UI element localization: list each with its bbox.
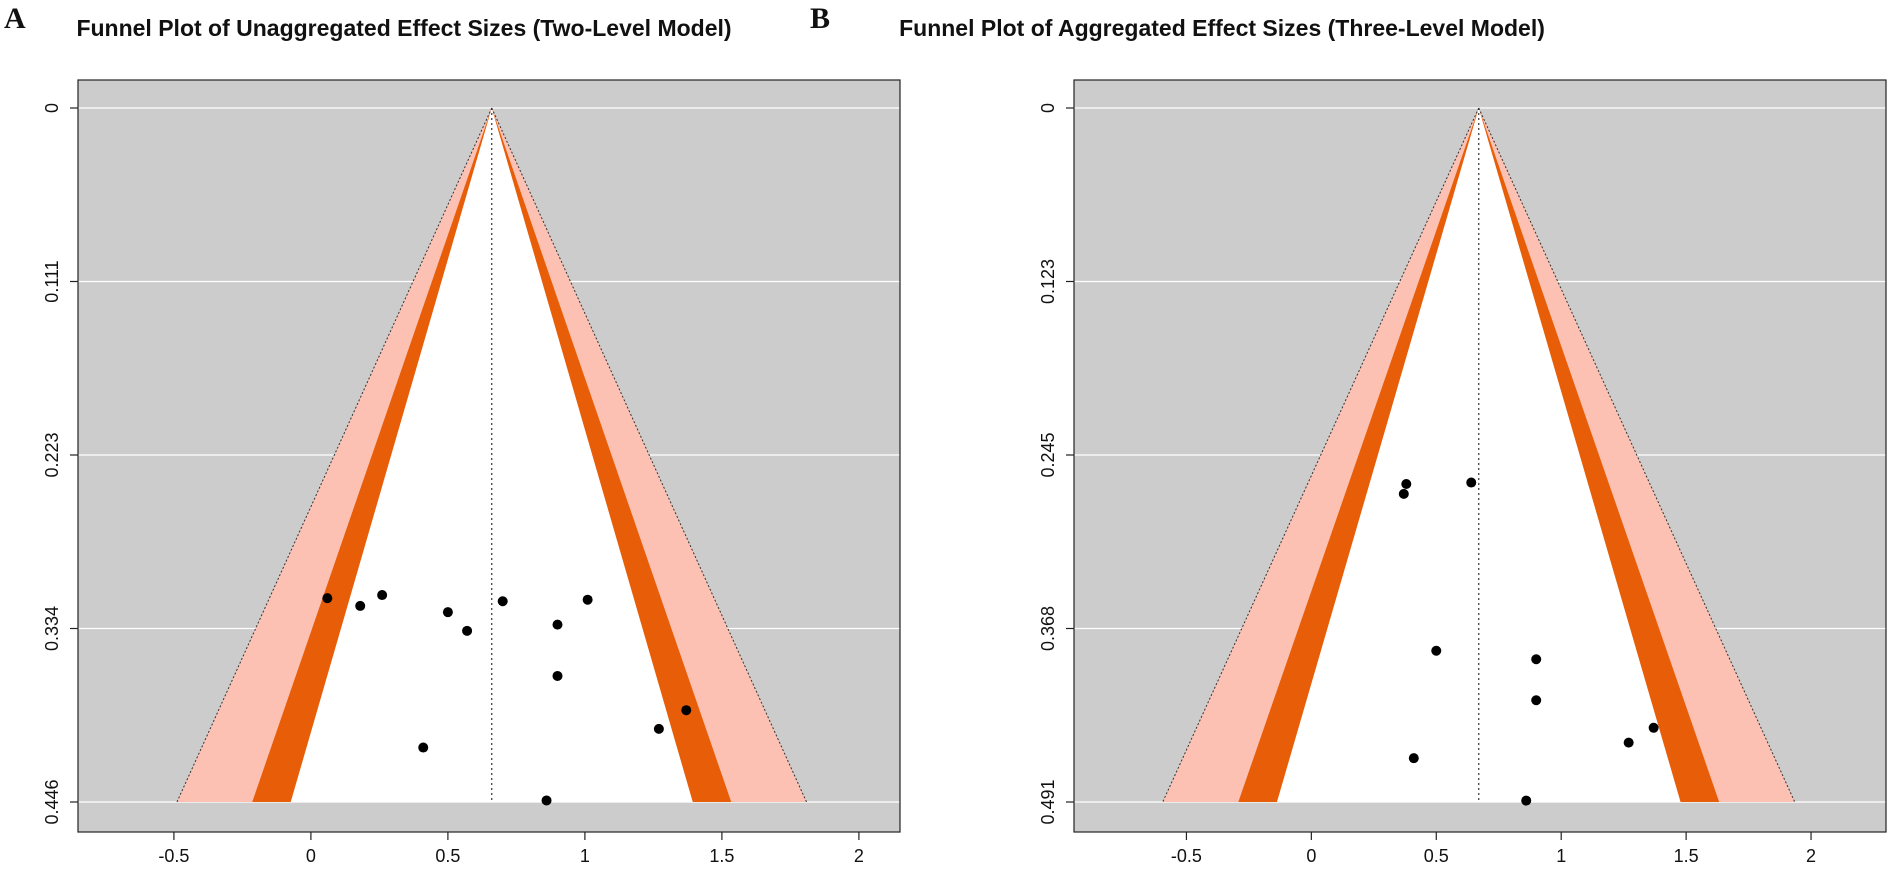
panel-a-y-tick-label: 0.334	[42, 606, 62, 651]
panel-b-y-tick-label: 0.245	[1038, 432, 1058, 477]
panel-a-point	[497, 596, 508, 607]
panel-b-y-tick-label: 0.491	[1038, 779, 1058, 824]
panel-b-letter: B	[810, 2, 831, 35]
panel-a-point	[541, 795, 552, 806]
panel-a-y-tick-label: 0.446	[42, 779, 62, 824]
panel-b-y-tick-label: 0.123	[1038, 259, 1058, 304]
panel-a-x-tick-label: 0.5	[435, 846, 460, 866]
panel-a-y-tick-label: 0	[42, 103, 62, 113]
panel-b-x-tick-label: 0	[1306, 846, 1316, 866]
panel-b-x-tick-label: 0.5	[1424, 846, 1449, 866]
panel-b-x-tick-label: 1.5	[1674, 846, 1699, 866]
panel-b-x-tick-label: 1	[1556, 846, 1566, 866]
panel-a-y-tick-label: 0.111	[42, 260, 62, 302]
panel-a-x-tick-label: 0	[306, 846, 316, 866]
panel-a-funnel-edge	[176, 107, 493, 803]
panel-b-x-tick-label: 2	[1806, 846, 1816, 866]
panel-a-point	[322, 593, 333, 604]
panel-b-point	[1521, 795, 1532, 806]
panel-b-point	[1408, 753, 1419, 764]
panel-b-point	[1466, 477, 1477, 488]
panel-a-funnel-edge	[491, 107, 807, 803]
panel-a-x-tick-label: 1.5	[709, 846, 734, 866]
panel-a-plot: -0.5 0 0.5 1 1.5 2 0 0.111 0.223 0.334 0.446	[42, 79, 901, 866]
panel-a-point	[552, 670, 563, 681]
panel-b-plot: -0.5 0 0.5 1 1.5 2 0 0.123 0.245 0.368 0.491	[1038, 79, 1887, 866]
panel-b-point	[1531, 654, 1542, 665]
panel-b-x-tick-label: -0.5	[1171, 846, 1202, 866]
panel-b-point	[1431, 645, 1442, 656]
panel-b-frame	[1073, 79, 1887, 833]
panel-a-x-tick-label: 2	[854, 846, 864, 866]
panel-b-title: Funnel Plot of Aggregated Effect Sizes (…	[899, 15, 1545, 41]
panel-b-funnel-edge	[1478, 107, 1796, 803]
panel-a-x-tick-label: 1	[580, 846, 590, 866]
panel-a-point	[442, 607, 453, 618]
panel-b-point	[1531, 695, 1542, 706]
panel-b-point	[1648, 722, 1659, 733]
panel-b-point	[1623, 737, 1634, 748]
panel-a-y-tick-label: 0.223	[42, 432, 62, 477]
panel-a-letter: A	[4, 2, 26, 35]
panel-b-y-tick-label: 0	[1038, 103, 1058, 113]
panel-b-y-tick-label: 0.368	[1038, 606, 1058, 651]
panel-a-x-tick-label: -0.5	[158, 846, 189, 866]
panel-a-point	[418, 742, 429, 753]
panel-a-point	[377, 590, 388, 601]
panel-a-point	[552, 619, 563, 630]
panel-a-frame	[77, 79, 901, 833]
panel-a-title: Funnel Plot of Unaggregated Effect Sizes…	[76, 15, 732, 41]
panel-a-point	[355, 600, 366, 611]
panel-b-funnel-edge	[1162, 107, 1480, 803]
panel-b-point	[1398, 488, 1409, 499]
panel-a-point	[582, 594, 593, 605]
panel-a-point	[681, 705, 692, 716]
panel-a-point	[653, 723, 664, 734]
panel-a-point	[462, 625, 473, 636]
panel-b-point	[1401, 478, 1412, 489]
